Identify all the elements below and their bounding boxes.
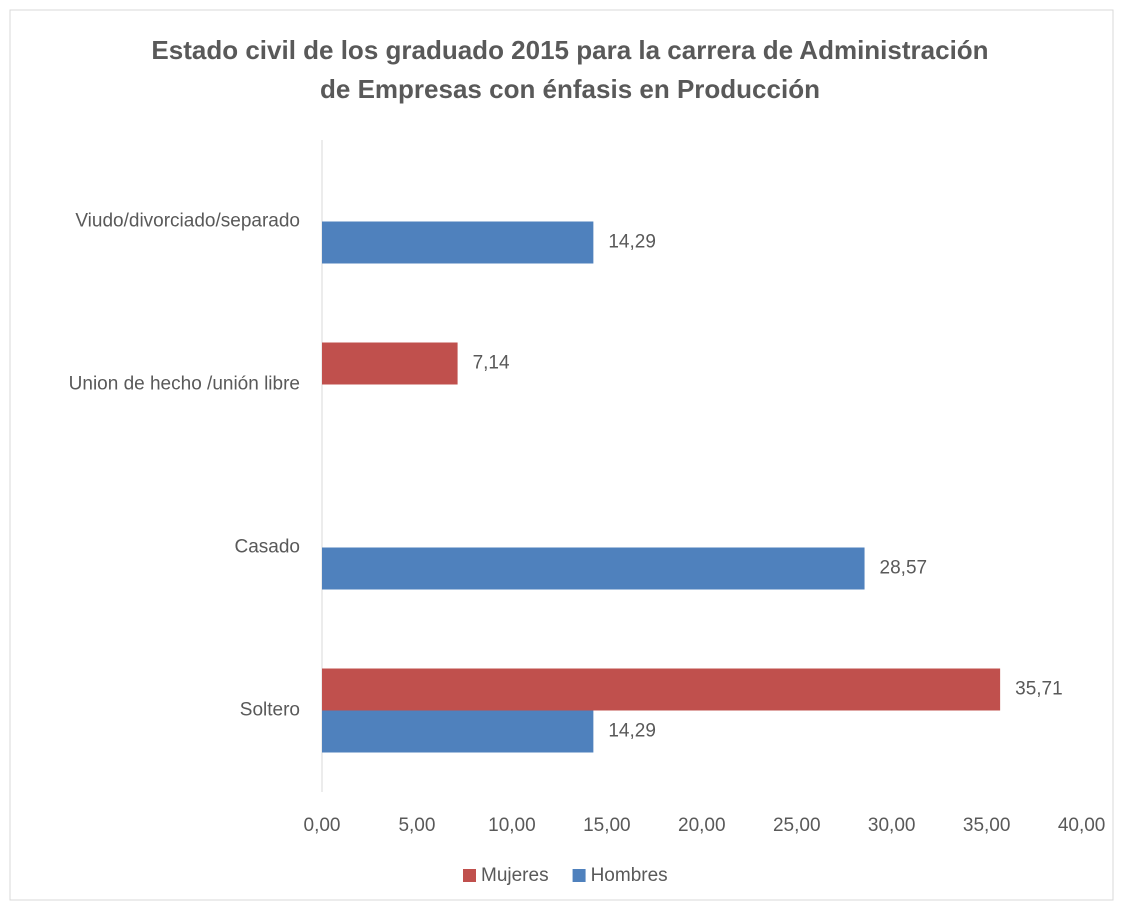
y-tick-label: Soltero bbox=[240, 700, 300, 721]
data-label: 28,57 bbox=[880, 558, 928, 579]
x-tick-label: 25,00 bbox=[773, 815, 821, 836]
data-label: 7,14 bbox=[473, 353, 510, 374]
data-label: 14,29 bbox=[608, 232, 656, 253]
x-tick-label: 10,00 bbox=[488, 815, 536, 836]
x-tick-label: 20,00 bbox=[678, 815, 726, 836]
y-tick-label: Viudo/divorciado/separado bbox=[75, 211, 300, 232]
legend-swatch bbox=[463, 869, 476, 882]
chart-title: Estado civil de los graduado 2015 para l… bbox=[151, 35, 988, 65]
data-label: 35,71 bbox=[1015, 679, 1063, 700]
y-tick-label: Union de hecho /unión libre bbox=[69, 374, 300, 395]
y-tick-label: Casado bbox=[235, 537, 301, 558]
bar bbox=[322, 547, 865, 590]
x-tick-label: 15,00 bbox=[583, 815, 631, 836]
chart-frame bbox=[9, 9, 1114, 901]
legend-label: Mujeres bbox=[481, 865, 549, 886]
x-tick-label: 35,00 bbox=[963, 815, 1011, 836]
legend-swatch bbox=[572, 869, 586, 882]
bar bbox=[322, 221, 594, 264]
bar bbox=[322, 342, 458, 385]
bar bbox=[322, 710, 594, 753]
x-tick-label: 40,00 bbox=[1058, 815, 1106, 836]
x-tick-label: 0,00 bbox=[304, 815, 341, 836]
data-label: 14,29 bbox=[608, 721, 656, 742]
x-tick-label: 30,00 bbox=[868, 815, 916, 836]
chart-title: de Empresas con énfasis en Producción bbox=[320, 74, 820, 104]
legend-label: Hombres bbox=[591, 865, 668, 886]
x-tick-label: 5,00 bbox=[398, 815, 435, 836]
bar bbox=[322, 668, 1001, 711]
